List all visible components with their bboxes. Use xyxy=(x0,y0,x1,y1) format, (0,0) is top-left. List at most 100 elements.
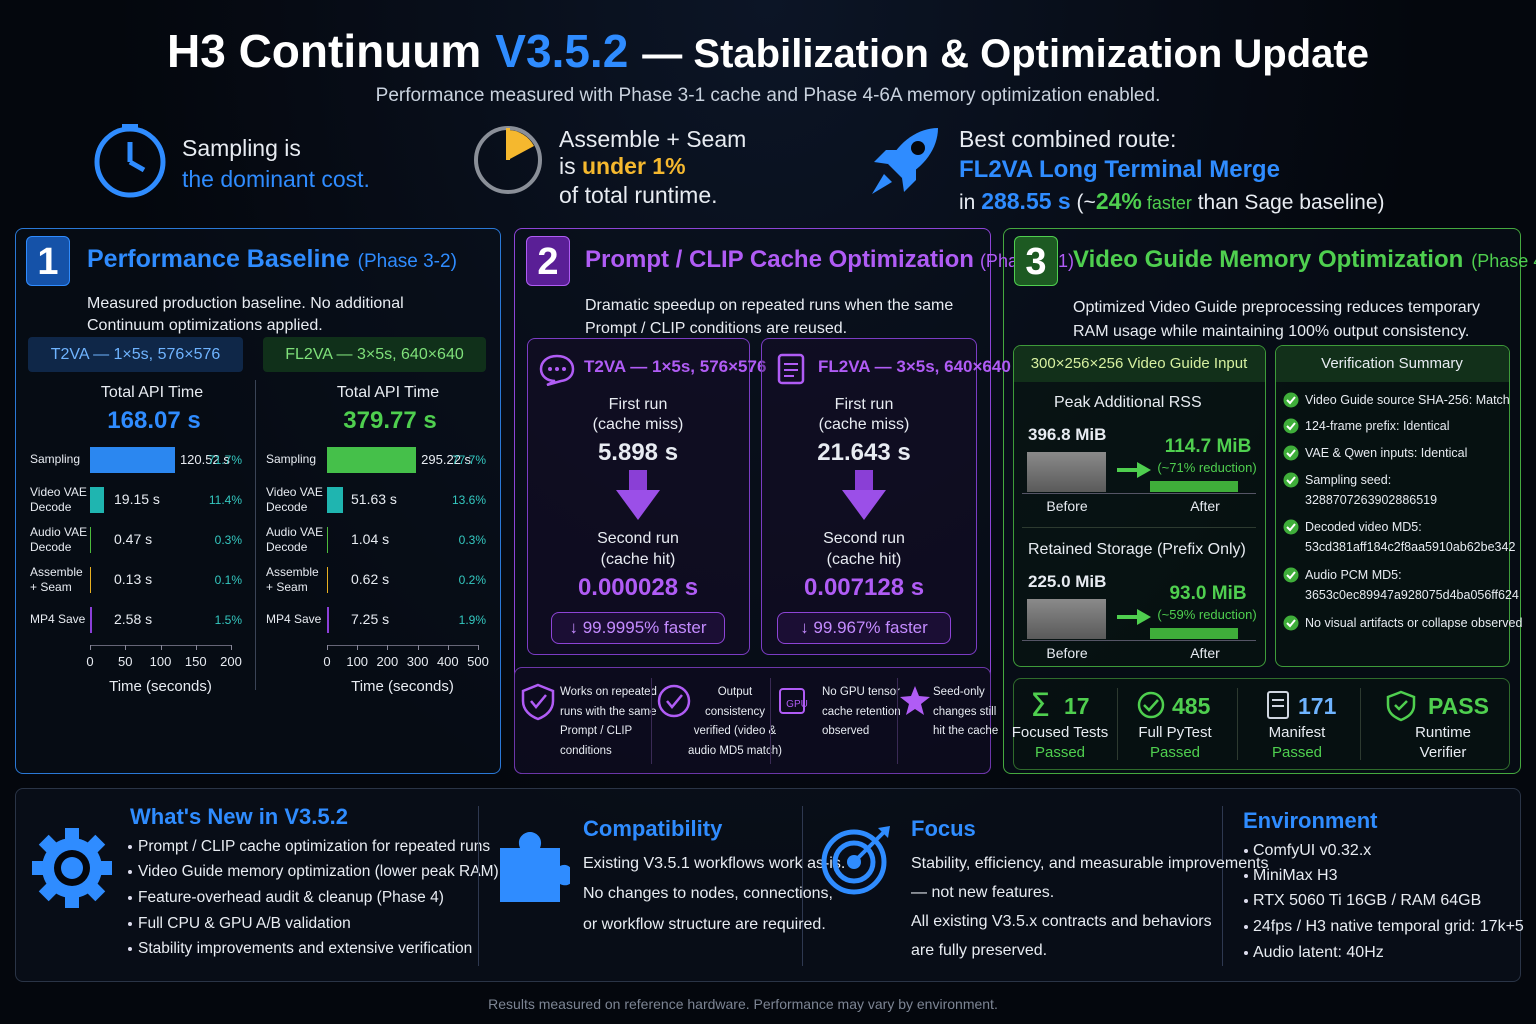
icon xyxy=(539,354,575,386)
stat-icon: Σ xyxy=(1030,690,1050,722)
text-span: V3.5.2 xyxy=(495,25,629,77)
share-label: 11.4% xyxy=(208,492,242,507)
badge-box xyxy=(777,612,951,644)
list-item: Stability improvements and extensive ver… xyxy=(138,940,473,958)
text: Before xyxy=(1046,498,1088,515)
check-icon xyxy=(1283,567,1299,583)
note-icon xyxy=(521,683,555,721)
box-header xyxy=(1276,346,1509,382)
chart-tab-label: FL2VA — 3×5s, 640×640 xyxy=(285,346,464,363)
metric-label: Retained Storage (Prefix Only) xyxy=(1028,541,1246,558)
verification-item: Sampling seed: 3288707263902886519 xyxy=(1305,473,1438,507)
note-text: Works on repeated runs with the same Pro… xyxy=(560,686,657,757)
text: Best combined route: xyxy=(959,125,1177,152)
before-value: 225.0 MiB xyxy=(1028,572,1107,592)
x-tick-label: 50 xyxy=(118,653,133,669)
bullet xyxy=(1244,951,1248,955)
value-label: 1.04 s xyxy=(351,531,390,548)
baseline xyxy=(1022,493,1256,494)
chart-tab xyxy=(263,337,486,372)
tick-mark xyxy=(417,645,419,650)
stat-value: 485 xyxy=(1172,692,1211,719)
tick-mark xyxy=(387,645,389,650)
text: Second run xyxy=(597,530,679,547)
panel-title: Performance Baseline (Phase 3-2) xyxy=(87,243,457,279)
share-label: 13.6% xyxy=(451,492,486,507)
card-title: FL2VA — 3×5s, 640×640 xyxy=(818,357,1011,377)
list-item: RTX 5060 Ti 16GB / RAM 64GB xyxy=(1253,892,1482,909)
check-icon xyxy=(1283,392,1299,408)
after-bar xyxy=(1150,481,1238,492)
chart-tab-label: T2VA — 1×5s, 576×576 xyxy=(50,346,221,363)
divider xyxy=(255,380,256,690)
text: Assemble + Seam xyxy=(559,125,747,152)
text-line: Existing V3.5.1 workflows work as-is. xyxy=(583,855,846,872)
baseline xyxy=(1022,640,1256,641)
x-tick-label: 200 xyxy=(376,653,399,669)
list-item: Full CPU & GPU A/B validation xyxy=(138,915,351,933)
share-label: 71.7% xyxy=(207,452,242,467)
text-span: than Sage baseline) xyxy=(1191,191,1385,215)
text-line: are fully preserved. xyxy=(911,942,1048,959)
list-item: Audio latent: 40Hz xyxy=(1253,944,1384,961)
text: After xyxy=(1190,645,1220,662)
text: (cache hit) xyxy=(826,551,902,568)
check-icon xyxy=(1283,445,1299,461)
stat-status: Passed xyxy=(1149,743,1201,761)
text: After xyxy=(1190,498,1220,515)
text: Dramatic speedup on repeated runs when t… xyxy=(585,296,954,337)
text-span: in xyxy=(959,191,982,215)
share-label: 1.5% xyxy=(214,612,242,627)
stat-label: Manifest xyxy=(1268,723,1326,741)
arrow-down xyxy=(616,470,660,520)
category-label: Assemble + Seam xyxy=(266,565,319,594)
text-span: (Phase 4-6A) xyxy=(1471,251,1536,272)
bottom-panel xyxy=(15,788,1521,982)
section-title: Environment xyxy=(1243,808,1378,834)
chart-title: Total API Time xyxy=(336,384,440,401)
tick-mark xyxy=(90,645,91,650)
panel-number: 1 xyxy=(26,236,70,286)
stat-status: Passed xyxy=(1271,743,1323,761)
bullet xyxy=(128,845,132,849)
value-label: 0.47 s xyxy=(114,531,153,548)
category-label: Audio VAE Decode xyxy=(30,525,88,554)
stat-label: Runtime xyxy=(1415,723,1471,741)
stat-icon xyxy=(1137,691,1165,719)
speedup-badge: ↓ 99.967% faster xyxy=(800,618,928,638)
pie-icon xyxy=(474,126,542,194)
bar xyxy=(327,607,330,633)
before-bar xyxy=(1027,599,1106,639)
text: Sampling is xyxy=(182,134,301,161)
clock-icon xyxy=(94,124,166,198)
share-label: 0.2% xyxy=(458,572,486,587)
value-label: 295.22 s xyxy=(421,451,472,467)
puzzle-icon xyxy=(500,832,570,902)
x-tick-label: 500 xyxy=(467,653,489,669)
card-title: T2VA — 1×5s, 576×576 xyxy=(584,357,767,377)
subtitle: Performance measured with Phase 3-1 cach… xyxy=(375,85,1161,107)
category-label: Sampling xyxy=(30,452,81,466)
text-line: Stability, efficiency, and measurable im… xyxy=(911,855,1269,872)
value-label: 0.62 s xyxy=(351,571,390,588)
value-label: 120.52 s xyxy=(179,451,230,467)
divider xyxy=(770,678,771,764)
x-tick-label: 100 xyxy=(149,653,172,669)
reduction: (~59% reduction) xyxy=(1157,606,1257,622)
note-text: No GPU tensor cache retention observed xyxy=(822,686,901,737)
section-title: Compatibility xyxy=(583,816,723,842)
category-label: Audio VAE Decode xyxy=(266,525,324,554)
note-text: Output consistency verified (video & aud… xyxy=(688,686,782,757)
x-tick-label: 100 xyxy=(346,653,369,669)
panel-number: 3 xyxy=(1014,236,1058,286)
bar xyxy=(90,487,104,513)
category-label: MP4 Save xyxy=(266,612,322,626)
divider xyxy=(651,678,652,764)
list-item: Prompt / CLIP cache optimization for rep… xyxy=(138,838,491,856)
value-label: 7.25 s xyxy=(351,611,390,628)
text-span: Video Guide Memory Optimization xyxy=(1073,246,1464,274)
text-span: (~ xyxy=(1070,191,1096,215)
stat-label: Focused Tests xyxy=(1011,723,1109,741)
before-value: 396.8 MiB xyxy=(1028,425,1107,445)
